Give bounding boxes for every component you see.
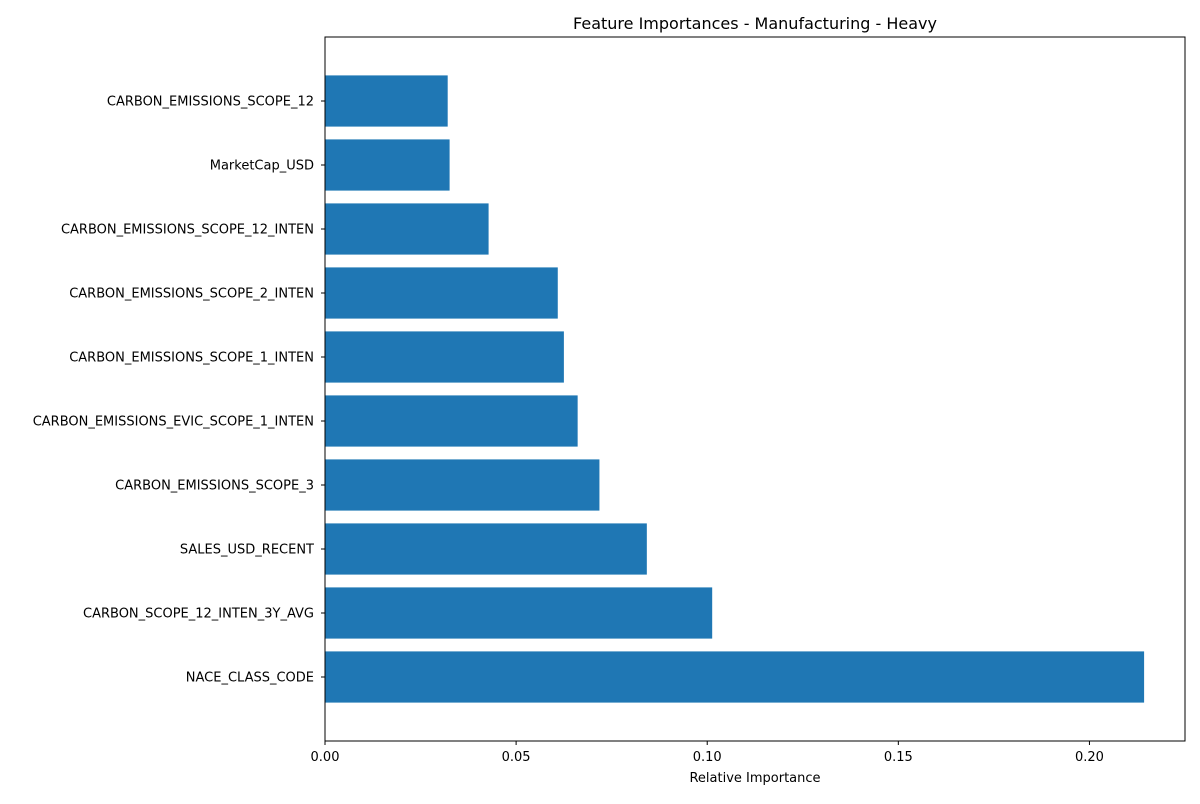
x-axis-ticks: 0.00 0.05 0.10 0.15 0.20 (311, 741, 1104, 765)
bar (325, 651, 1145, 703)
x-axis-label: Relative Importance (689, 771, 820, 786)
y-tick-label: NACE_CLASS_CODE (186, 671, 314, 686)
plot-area-frame (324, 36, 1186, 742)
bar (325, 139, 450, 191)
bar (325, 459, 600, 511)
bar (325, 587, 713, 639)
y-tick-label: CARBON_EMISSIONS_SCOPE_1_INTEN (69, 351, 314, 366)
y-tick-label: MarketCap_USD (210, 159, 314, 174)
bars-group (325, 75, 1145, 703)
bar (325, 395, 578, 447)
x-tick-label: 0.00 (311, 750, 340, 765)
x-tick-label: 0.05 (502, 750, 531, 765)
x-tick-label: 0.10 (693, 750, 722, 765)
y-tick-label: CARBON_SCOPE_12_INTEN_3Y_AVG (83, 607, 314, 622)
x-tick-label: 0.15 (884, 750, 913, 765)
bar (325, 523, 647, 575)
bar (325, 75, 448, 127)
y-tick-label: CARBON_EMISSIONS_SCOPE_12 (107, 95, 314, 110)
bar (325, 267, 558, 319)
y-tick-label: CARBON_EMISSIONS_EVIC_SCOPE_1_INTEN (33, 415, 314, 430)
bar (325, 331, 564, 383)
y-tick-label: SALES_USD_RECENT (180, 543, 314, 558)
y-tick-label: CARBON_EMISSIONS_SCOPE_3 (115, 479, 314, 494)
chart-title: Feature Importances - Manufacturing - He… (573, 14, 937, 33)
y-axis-ticks: NACE_CLASS_CODE CARBON_SCOPE_12_INTEN_3Y_… (33, 95, 325, 686)
x-tick-label: 0.20 (1075, 750, 1104, 765)
y-tick-label: CARBON_EMISSIONS_SCOPE_2_INTEN (69, 287, 314, 302)
bar (325, 203, 489, 255)
y-tick-label: CARBON_EMISSIONS_SCOPE_12_INTEN (61, 223, 314, 238)
